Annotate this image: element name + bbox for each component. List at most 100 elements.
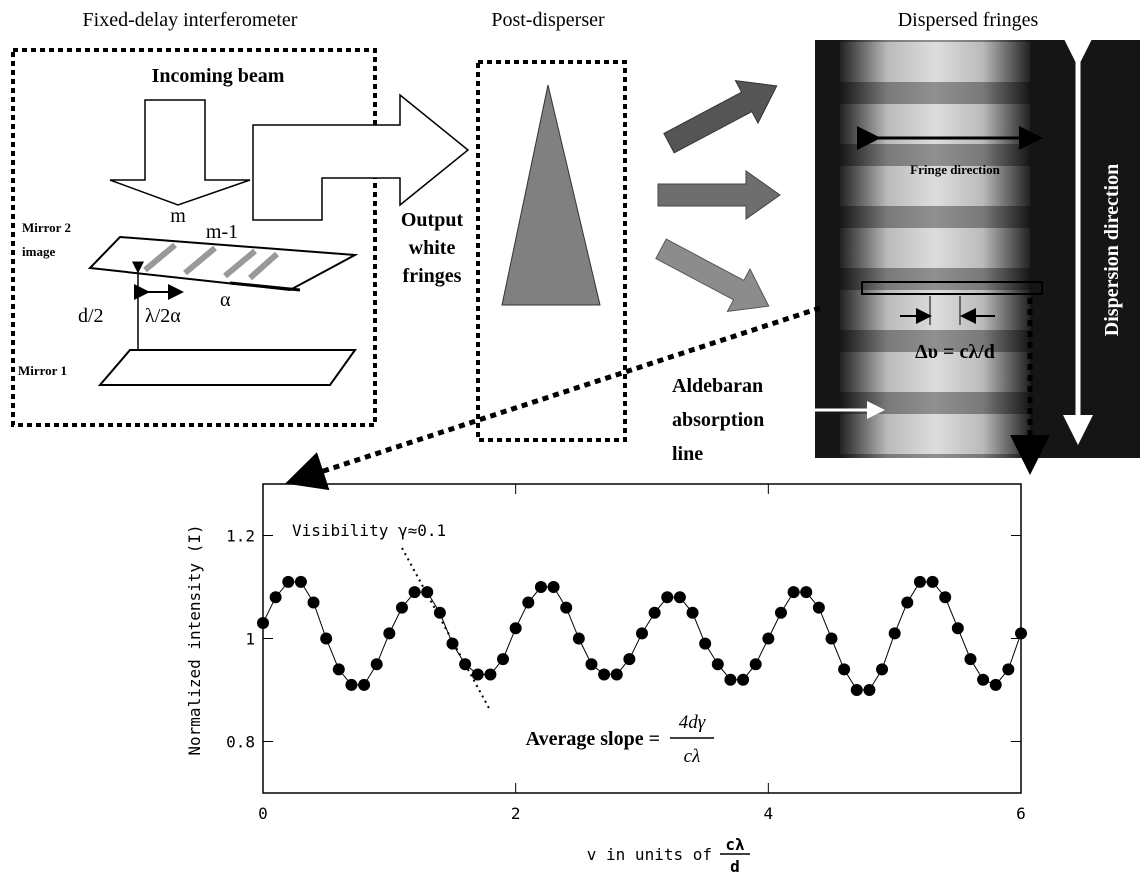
data-point	[370, 658, 383, 671]
data-point	[547, 581, 560, 593]
label: Incoming beam	[152, 65, 285, 87]
fringe-stripes	[840, 40, 1030, 458]
prism	[501, 84, 601, 306]
data-point	[749, 658, 762, 671]
data-point	[699, 637, 712, 650]
incoming-arrow	[109, 99, 251, 206]
panel-title: Fixed-delay interferometer	[83, 9, 298, 31]
label: Dispersion direction	[1101, 164, 1123, 336]
slit	[861, 281, 1043, 295]
label: m	[170, 205, 186, 227]
annotation: 4dγ	[679, 712, 706, 733]
label: α	[220, 289, 231, 311]
disperser-box	[476, 60, 627, 442]
data-point	[282, 575, 295, 588]
data-point	[989, 678, 1002, 691]
data-point	[484, 668, 497, 681]
data-point	[446, 637, 459, 650]
label: Output	[401, 209, 464, 231]
data-point	[673, 591, 686, 604]
data-point	[863, 684, 876, 696]
x-tick-label: 2	[511, 804, 521, 823]
data-point	[825, 632, 838, 645]
data-point	[926, 575, 939, 588]
data-point	[332, 663, 345, 676]
data-point	[497, 653, 510, 666]
data-point	[850, 684, 863, 696]
data-point	[939, 591, 952, 604]
y-tick-label: 1.2	[226, 527, 255, 546]
label: λ/2α	[145, 305, 181, 327]
data-point	[901, 596, 914, 609]
output-arrow	[252, 93, 470, 221]
slope-line	[401, 547, 491, 711]
label: Δυ = cλ/d	[915, 341, 995, 363]
label: fringes	[403, 265, 462, 287]
data-point	[307, 596, 320, 609]
label: m-1	[206, 221, 238, 243]
data-point	[964, 653, 977, 666]
data-point	[572, 632, 585, 645]
label: Mirror 1	[18, 363, 67, 378]
label: line	[672, 443, 703, 465]
data-point	[383, 627, 396, 640]
panel-title: Dispersed fringes	[898, 9, 1039, 31]
data-point	[636, 627, 648, 640]
data-point	[623, 653, 636, 666]
mirror-2	[87, 235, 359, 292]
connector	[285, 305, 821, 491]
data-point	[1002, 663, 1015, 676]
y-tick-label: 1	[245, 630, 255, 649]
data-point	[345, 678, 358, 691]
label: d/2	[78, 305, 104, 327]
data-point	[787, 586, 800, 599]
data-point	[269, 591, 282, 604]
data-point	[888, 627, 901, 640]
x-axis-label: v in units of	[587, 845, 712, 864]
data-point	[257, 617, 269, 630]
data-point	[800, 586, 813, 599]
annotation: Visibility γ≈0.1	[292, 521, 446, 540]
data-point	[294, 575, 307, 588]
data-point	[598, 668, 611, 681]
panel-title: Post-disperser	[491, 9, 605, 31]
data-point	[661, 591, 674, 604]
data-point	[977, 673, 990, 686]
data-point	[433, 606, 446, 619]
data-point	[358, 678, 371, 691]
data-point	[737, 673, 750, 686]
data-point	[534, 581, 547, 593]
label: Aldebaran	[672, 375, 763, 397]
data-point	[320, 632, 333, 645]
x-tick-label: 4	[764, 804, 774, 823]
y-tick-label: 0.8	[226, 733, 255, 752]
chart: Normalized intensity (I) v in units of c…	[185, 483, 1027, 876]
data-point	[648, 606, 661, 619]
data-point	[1015, 627, 1027, 640]
data-point	[686, 606, 699, 619]
data-point	[838, 663, 851, 676]
dispersed-arrow	[657, 170, 781, 220]
data-point	[585, 658, 598, 671]
data-point	[812, 601, 825, 614]
data-point	[459, 658, 472, 671]
label: Mirror 2	[22, 220, 71, 235]
annotation: Average slope =	[526, 728, 660, 750]
label: absorption	[672, 409, 764, 431]
fringe-stripes	[143, 242, 279, 281]
x-axis-label-numerator: cλ	[725, 835, 745, 854]
dispersed-arrow	[655, 238, 770, 312]
x-tick-label: 6	[1016, 804, 1026, 823]
label: image	[22, 244, 55, 259]
interferometer-box	[11, 48, 377, 427]
angle-line	[229, 281, 301, 292]
data-point	[560, 601, 573, 614]
data-point	[913, 575, 926, 588]
y-axis-label: Normalized intensity (I)	[185, 524, 204, 755]
data-point	[522, 596, 535, 609]
data-point	[711, 658, 724, 671]
x-axis-label-denominator: d	[730, 857, 740, 876]
label: white	[409, 237, 456, 259]
data-point	[471, 668, 484, 681]
